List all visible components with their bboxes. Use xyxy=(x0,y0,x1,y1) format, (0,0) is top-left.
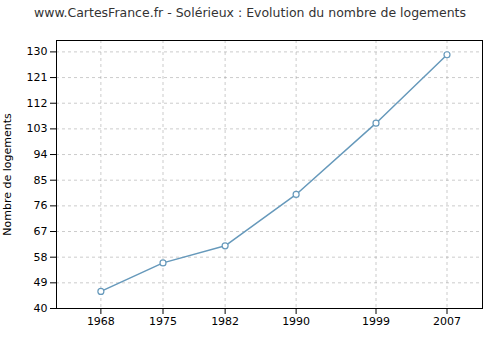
svg-text:1999: 1999 xyxy=(362,315,390,328)
svg-text:1968: 1968 xyxy=(87,315,115,328)
svg-text:1975: 1975 xyxy=(149,315,177,328)
svg-text:85: 85 xyxy=(34,174,48,187)
svg-text:121: 121 xyxy=(27,71,48,84)
svg-text:40: 40 xyxy=(34,302,48,315)
svg-text:130: 130 xyxy=(27,45,48,58)
svg-text:1990: 1990 xyxy=(282,315,310,328)
svg-text:94: 94 xyxy=(34,148,48,161)
svg-text:Nombre de logements: Nombre de logements xyxy=(1,113,14,236)
svg-text:58: 58 xyxy=(34,251,48,264)
svg-text:103: 103 xyxy=(27,122,48,135)
html-text:www.CartesFrance.fr - Solérieu: www.CartesFrance.fr - Solérieux : Evolut… xyxy=(34,5,466,20)
svg-text:112: 112 xyxy=(27,97,48,110)
svg-text:49: 49 xyxy=(34,276,48,289)
svg-text:76: 76 xyxy=(34,199,48,212)
svg-text:2007: 2007 xyxy=(433,315,461,328)
svg-text:1982: 1982 xyxy=(211,315,239,328)
svg-text:67: 67 xyxy=(34,225,48,238)
